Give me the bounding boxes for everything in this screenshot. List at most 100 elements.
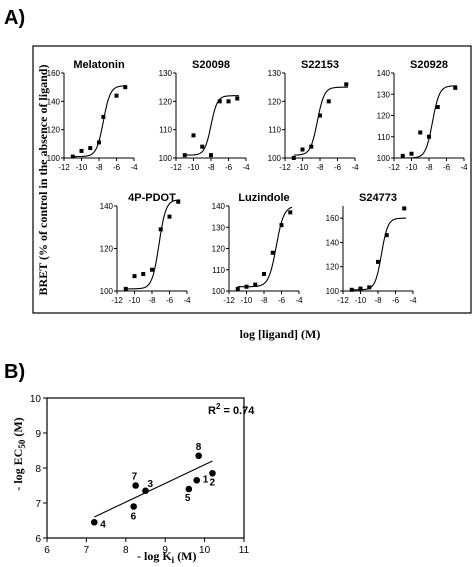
y-tick-label: 10: [30, 394, 42, 405]
data-point: [318, 113, 322, 118]
panel-b-letter: B): [4, 361, 25, 383]
data-point: [200, 144, 205, 149]
y-tick-label: 120: [377, 112, 391, 121]
x-tick-label: -8: [95, 163, 103, 172]
x-tick-label: -6: [278, 296, 286, 305]
regression-line: [94, 460, 213, 518]
x-tick-label: -8: [148, 296, 156, 305]
data-point: [409, 151, 414, 156]
subplot-5: 4P-PDOT 100 120 140 -12 -10 -8 -6 -4: [100, 192, 191, 305]
x-tick-label: -12: [111, 296, 123, 305]
point-label: 5: [185, 493, 191, 504]
y-tick-label: 120: [47, 126, 61, 135]
data-point: [384, 233, 389, 238]
data-point: [114, 93, 119, 98]
x-tick-label: -8: [207, 163, 215, 172]
y-tick-label: 120: [268, 97, 282, 106]
data-point: [344, 82, 349, 87]
panel-b-scatter: 6 7 8 9 10 11 6 7 8 9 10 1 2 3 4 5 6 7 8: [30, 394, 250, 556]
data-point: [400, 153, 405, 158]
y-tick-label: 7: [35, 499, 41, 510]
r-squared-label: R2 = 0.74: [208, 402, 255, 417]
x-tick-label: -8: [316, 163, 324, 172]
data-point: [288, 210, 293, 215]
data-point: [402, 206, 407, 211]
y-tick-label: 140: [377, 69, 391, 78]
panel-a-y-axis-label: BRET (% of control in the absence of lig…: [36, 65, 50, 296]
y-tick-label: 100: [268, 154, 282, 163]
y-tick-label: 100: [377, 154, 391, 163]
data-point: [97, 140, 101, 145]
y-tick-label: 140: [47, 97, 61, 106]
x-tick-label: -4: [183, 296, 191, 305]
data-point: [435, 105, 440, 109]
subplot-3: S22153 100 110 120 130 -12 -10 -8 -6 -4: [268, 59, 359, 172]
y-tick-label: 100: [326, 287, 340, 296]
data-point: [253, 282, 258, 287]
y-tick-label: 8: [35, 464, 41, 475]
x-tick-label: -12: [223, 296, 235, 305]
y-tick-label: 110: [212, 266, 225, 275]
data-point: [217, 99, 222, 104]
data-point: [182, 153, 187, 158]
y-tick-label: 130: [268, 69, 282, 78]
point-label: 8: [196, 442, 202, 453]
y-tick-label: 140: [212, 202, 226, 211]
x-tick-label: -10: [129, 296, 141, 305]
x-tick-label: -10: [406, 163, 418, 172]
data-point: [291, 156, 296, 160]
y-tick-label: 130: [159, 69, 173, 78]
data-point: [376, 259, 380, 264]
data-point: [176, 199, 181, 204]
x-tick-label: -12: [170, 163, 182, 172]
y-tick-label: 130: [212, 223, 226, 232]
scatter-point: [130, 503, 137, 510]
panel-b-y-axis-label: - log EC50 (M): [11, 417, 27, 490]
subplot-4: S20928 100 110 120 130 140 -12 -10 -8 -6 -4: [377, 59, 468, 172]
x-tick-label: -8: [425, 163, 433, 172]
x-tick-label: 9: [162, 545, 168, 556]
data-point: [141, 272, 146, 276]
subplot-title: Luzindole: [238, 192, 289, 204]
point-label: 1: [203, 474, 209, 485]
scatter-point: [193, 476, 201, 484]
x-tick-label: -4: [351, 163, 359, 172]
subplot-6: Luzindole 100 110 120 130 140 -12 -10 -8 -6 -4: [212, 192, 303, 305]
data-point: [70, 154, 75, 159]
x-tick-label: -4: [295, 296, 303, 305]
y-tick-label: 100: [100, 287, 114, 296]
data-point: [209, 153, 213, 158]
data-point: [326, 99, 331, 104]
fit-curve: [72, 85, 127, 158]
data-point: [167, 214, 172, 219]
x-tick-label: 6: [44, 545, 50, 556]
data-point: [226, 99, 231, 104]
point-label: 7: [132, 472, 138, 483]
data-point: [270, 250, 275, 255]
scatter-point: [209, 469, 216, 477]
y-tick-label: 130: [377, 90, 391, 99]
x-tick-label: -6: [166, 296, 174, 305]
data-point: [244, 284, 249, 289]
y-tick-label: 100: [47, 154, 61, 163]
x-tick-label: -10: [241, 296, 253, 305]
data-point: [427, 134, 431, 139]
data-point: [367, 285, 372, 290]
y-tick-label: 110: [159, 126, 172, 135]
x-tick-label: -12: [58, 163, 70, 172]
point-label: 3: [148, 479, 154, 490]
subplot-title: S20098: [192, 59, 230, 71]
data-point: [300, 147, 305, 152]
x-tick-label: -6: [225, 163, 233, 172]
subplot-title: S24773: [359, 192, 397, 204]
y-tick-label: 160: [47, 69, 61, 78]
x-tick-label: -10: [188, 163, 200, 172]
subplot-title: 4P-PDOT: [128, 192, 176, 204]
fit-curve: [184, 95, 239, 156]
x-tick-label: -6: [113, 163, 121, 172]
x-tick-label: -4: [130, 163, 138, 172]
plot-frame: [46, 397, 245, 539]
point-label: 4: [100, 519, 106, 530]
x-tick-label: -10: [76, 163, 88, 172]
